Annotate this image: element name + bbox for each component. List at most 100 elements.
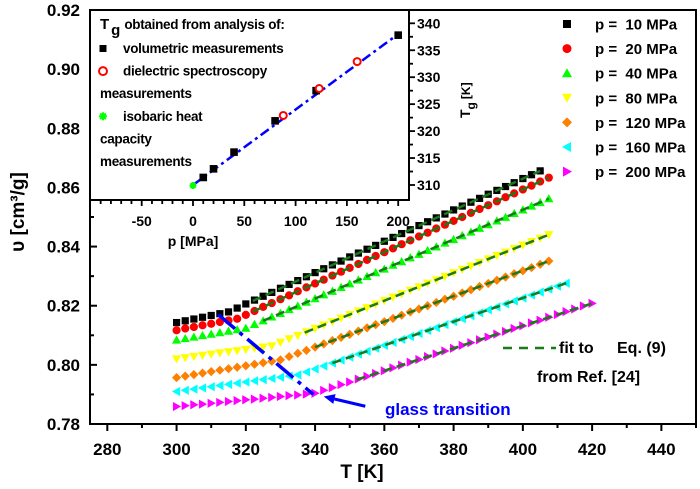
data-point [275,355,286,365]
x-tick-label: 300 [162,440,190,459]
x-tick-label: 340 [301,440,329,459]
data-point [527,171,536,179]
data-point [310,342,320,352]
data-point [301,345,312,355]
legend-label: p = 20 MPa [595,41,678,58]
data-point [249,319,260,328]
y-tick-label: 0.92 [47,1,80,20]
inset-x-tick-label: 200 [387,213,411,229]
glass-transition-label: glass transition [385,400,511,419]
y-tick-label: 0.90 [47,60,80,79]
inset-title-text: obtained from analysis of: [124,17,284,32]
glass-transition-line [217,313,315,396]
data-point [190,315,198,323]
data-point [180,371,190,381]
data-point [319,339,329,349]
data-point [197,368,208,378]
x-tick-label: 400 [509,440,537,459]
inset-x-tick-label: 100 [284,213,308,229]
inset-x-tick-label: 50 [237,213,253,229]
data-point [171,386,181,397]
data-point [215,380,224,391]
data-point [398,229,406,238]
data-point [310,324,320,334]
inset-legend-label: measurements [100,154,192,169]
legend-label: p = 40 MPa [595,66,678,83]
data-point [458,340,467,350]
data-point [197,351,208,360]
data-point [526,290,536,300]
legend-marker [562,44,572,54]
series-5 [171,256,554,383]
legend-marker [562,93,572,103]
legend-marker [562,68,572,78]
inset-data-point [314,84,324,94]
fit-line [252,176,550,313]
data-point [310,279,320,288]
data-point [431,322,440,333]
data-point [466,262,476,271]
fit-line [314,259,550,349]
data-point [310,364,319,374]
data-point [284,335,294,344]
data-point [336,332,346,342]
data-point [172,318,181,327]
arrow-head [323,394,336,404]
data-point [232,325,242,334]
data-point [362,304,372,313]
data-point [189,332,199,341]
data-point [190,400,199,410]
data-point [363,245,371,253]
data-point [171,335,182,344]
data-point [414,283,424,292]
data-point [379,340,388,350]
data-point [284,351,294,362]
inset-title-subscript: g [111,22,120,39]
data-point [181,317,189,325]
data-point [172,326,181,335]
legend-label: p = 160 MPa [595,140,686,157]
data-point [388,293,398,302]
data-point [180,354,190,363]
data-point [189,352,199,362]
y-axis-label: υ [cm³/g] [8,172,29,252]
inset-x-tick-label: -50 [132,213,152,229]
data-point [189,384,198,394]
inset-legend-label: volumetric measurements [123,41,283,56]
data-point [518,266,528,276]
data-point [259,393,268,403]
data-point [207,311,215,320]
x-tick-label: 320 [232,440,260,459]
inset-y-tick-label: 310 [417,177,441,193]
legend-marker [563,166,572,177]
legend-label: p = 80 MPa [595,90,678,107]
data-point [224,308,233,316]
inset-y-tick-label: 340 [417,15,441,31]
main-plot: 280 300 320 340 360 380 400 420 440 0.78 0.80 0.82 0… [47,1,697,459]
inset-y-tick-label: 320 [417,123,441,139]
inset-data-point [271,117,279,125]
data-point [224,396,234,407]
data-point [457,314,466,324]
data-point [215,349,225,358]
data-point [544,231,554,240]
data-point [241,377,250,387]
data-point [223,364,234,374]
star-stroke [99,112,107,120]
fit-line [304,233,550,334]
inset-y-tick-label: 330 [417,69,441,85]
data-point [171,372,182,383]
inset-y-label-subscript: g [464,102,478,109]
inset-fit-line [192,33,399,187]
data-point [259,292,267,300]
legend-label: p = 200 MPa [595,164,686,181]
inset-title-symbol: T [100,16,109,33]
data-point [362,323,372,333]
data-point [232,362,242,372]
data-point [181,401,190,411]
inset-data-point [199,173,208,182]
data-point [268,392,277,402]
fit-label: fit to [559,340,594,357]
data-point [492,251,502,261]
inset-y-tick-label: 335 [417,42,441,58]
